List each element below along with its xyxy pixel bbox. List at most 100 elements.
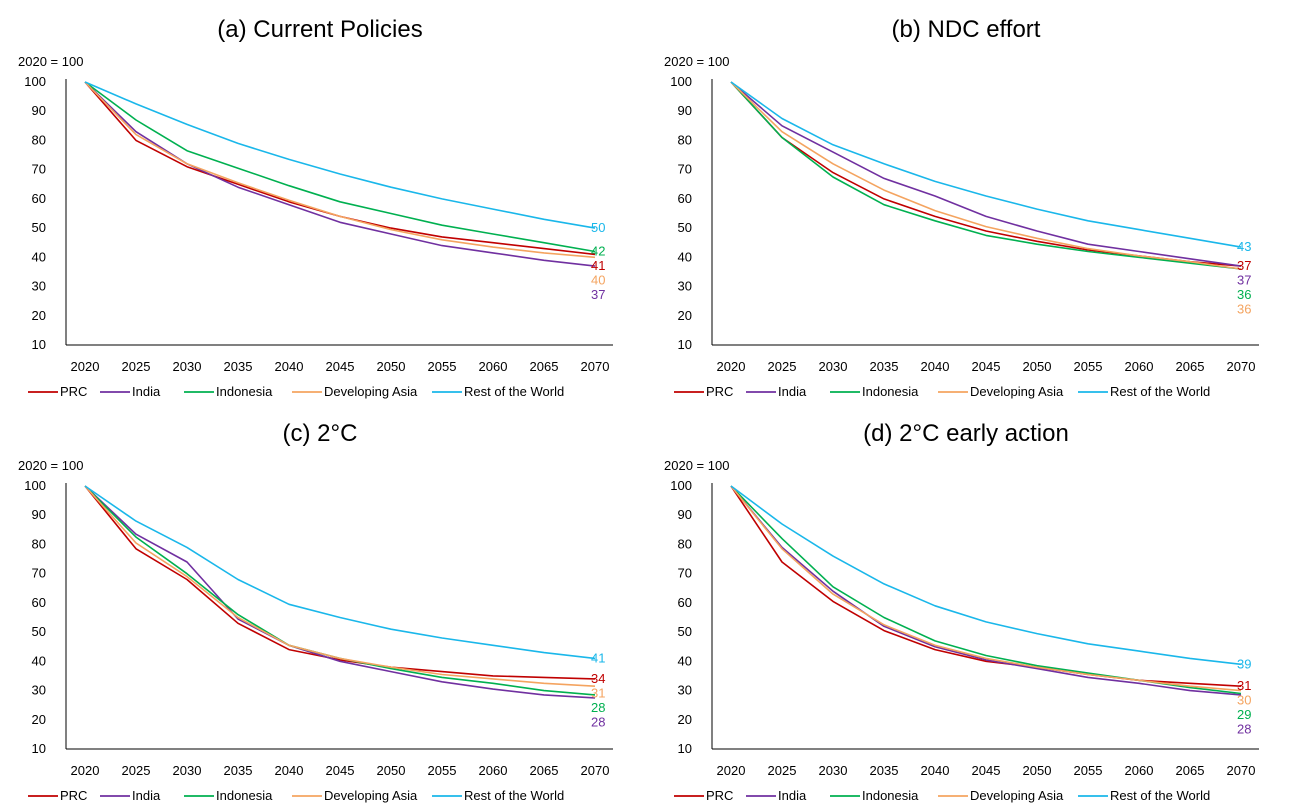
chart-a-y-tick-label: 50: [32, 220, 46, 235]
chart-c-y-tick-label: 10: [32, 741, 46, 756]
chart-c-end-label-rest-of-the-world: 41: [591, 650, 605, 665]
chart-a-end-label-rest-of-the-world: 50: [591, 220, 605, 235]
chart-a-y-tick-label: 100: [24, 74, 46, 89]
chart-c-y-tick-label: 80: [32, 536, 46, 551]
chart-b-x-tick-label: 2060: [1125, 359, 1154, 374]
chart-b-y-tick-label: 20: [678, 308, 692, 323]
chart-b-y-tick-label: 100: [670, 74, 692, 89]
chart-b-legend-label: India: [778, 384, 807, 399]
chart-a-series-rest-of-the-world-line: [84, 81, 596, 229]
chart-d-y-tick-label: 100: [670, 478, 692, 493]
chart-a-y-tick-label: 20: [32, 308, 46, 323]
chart-a-legend-label: PRC: [60, 384, 87, 399]
chart-a-x-tick-label: 2055: [428, 359, 457, 374]
chart-d-end-label-indonesia: 29: [1237, 707, 1251, 722]
chart-d-series-prc-line: [730, 485, 1242, 687]
chart-d-x-tick-label: 2040: [921, 763, 950, 778]
chart-c-x-tick-label: 2060: [479, 763, 508, 778]
chart-c-series-developing-asia-line: [84, 485, 596, 687]
chart-d-y-tick-label: 50: [678, 624, 692, 639]
chart-d-y-tick-label: 10: [678, 741, 692, 756]
chart-d-y-tick-label: 30: [678, 683, 692, 698]
chart-b-x-tick-label: 2020: [717, 359, 746, 374]
chart-d-y-tick-label: 70: [678, 566, 692, 581]
chart-d-series-india-line: [730, 485, 1242, 696]
chart-b-y-tick-label: 80: [678, 132, 692, 147]
chart-a-end-label-india: 37: [591, 287, 605, 302]
chart-a-legend-label: Rest of the World: [464, 384, 564, 399]
chart-d-x-tick-label: 2035: [870, 763, 899, 778]
chart-d-y-tick-label: 80: [678, 536, 692, 551]
chart-a-x-tick-label: 2065: [530, 359, 559, 374]
chart-c-x-tick-label: 2040: [275, 763, 304, 778]
chart-b-y-tick-label: 60: [678, 191, 692, 206]
chart-c-x-tick-label: 2065: [530, 763, 559, 778]
chart-d-series-indonesia-line: [730, 485, 1242, 695]
chart-b-series-developing-asia-line: [730, 81, 1242, 270]
chart-d-legend-label: Developing Asia: [970, 788, 1064, 803]
chart-c-x-tick-label: 2030: [173, 763, 202, 778]
chart-c-legend-label: India: [132, 788, 161, 803]
chart-a-title: (a) Current Policies: [217, 16, 422, 43]
chart-a-x-tick-label: 2060: [479, 359, 508, 374]
chart-b-end-label-rest-of-the-world: 43: [1237, 239, 1251, 254]
chart-b-legend-label: Indonesia: [862, 384, 919, 399]
chart-c-x-tick-label: 2055: [428, 763, 457, 778]
chart-a-series-indonesia-line: [84, 81, 596, 253]
chart-c-legend-label: Indonesia: [216, 788, 273, 803]
chart-a-end-label-developing-asia: 40: [591, 272, 605, 287]
chart-a-y-tick-label: 70: [32, 162, 46, 177]
chart-b-series-prc-line: [730, 81, 1242, 267]
chart-b-end-label-prc: 37: [1237, 258, 1251, 273]
chart-d-y-tick-label: 60: [678, 595, 692, 610]
chart-d-x-tick-label: 2070: [1227, 763, 1256, 778]
chart-a-x-tick-label: 2035: [224, 359, 253, 374]
chart-d-x-tick-label: 2055: [1074, 763, 1103, 778]
chart-c-x-tick-label: 2050: [377, 763, 406, 778]
chart-d-series-rest-of-the-world-line: [730, 485, 1242, 666]
chart-b-series-rest-of-the-world-line: [730, 81, 1242, 248]
chart-b-y-tick-label: 70: [678, 162, 692, 177]
chart-b-title: (b) NDC effort: [892, 16, 1041, 43]
chart-d-legend-label: India: [778, 788, 807, 803]
chart-b-x-tick-label: 2040: [921, 359, 950, 374]
chart-c-y-tick-label: 90: [32, 507, 46, 522]
chart-d-x-tick-label: 2025: [768, 763, 797, 778]
chart-a-y-tick-label: 60: [32, 191, 46, 206]
chart-c-legend-label: Developing Asia: [324, 788, 418, 803]
chart-a-series-prc-line: [84, 81, 596, 256]
chart-a-end-label-indonesia: 42: [591, 243, 605, 258]
chart-b-series-india-line: [730, 81, 1242, 267]
chart-d-x-tick-label: 2045: [972, 763, 1001, 778]
chart-c-series-prc-line: [84, 485, 596, 680]
chart-b-x-tick-label: 2050: [1023, 359, 1052, 374]
chart-a-unit-label: 2020 = 100: [18, 54, 83, 69]
chart-d-end-label-developing-asia: 30: [1237, 693, 1251, 708]
chart-a-legend-label: Developing Asia: [324, 384, 418, 399]
chart-b-x-tick-label: 2030: [819, 359, 848, 374]
chart-a-x-tick-label: 2025: [122, 359, 151, 374]
chart-a-x-tick-label: 2020: [71, 359, 100, 374]
chart-a-y-tick-label: 10: [32, 337, 46, 352]
chart-c-series-rest-of-the-world-line: [84, 485, 596, 660]
chart-b-y-tick-label: 50: [678, 220, 692, 235]
chart-b-y-tick-label: 30: [678, 279, 692, 294]
chart-a-y-tick-label: 90: [32, 103, 46, 118]
chart-d-title: (d) 2°C early action: [863, 420, 1069, 447]
chart-b-end-label-developing-asia: 36: [1237, 302, 1251, 317]
chart-b-y-tick-label: 10: [678, 337, 692, 352]
chart-b-legend-label: PRC: [706, 384, 733, 399]
chart-d-series-developing-asia-line: [730, 485, 1242, 692]
chart-panel-b: (b) NDC effort 2020 = 100 10 20 30 40 50 60 70 80…: [646, 0, 1286, 400]
chart-c-x-tick-label: 2070: [581, 763, 610, 778]
chart-a-y-tick-label: 40: [32, 249, 46, 264]
chart-c-title: (c) 2°C: [283, 420, 358, 447]
chart-c-x-tick-label: 2020: [71, 763, 100, 778]
chart-a-legend-label: India: [132, 384, 161, 399]
chart-panel-d: (d) 2°C early action 2020 = 100 10 20 30 40 50…: [646, 404, 1286, 804]
chart-a-series-developing-asia-line: [84, 81, 596, 259]
chart-d-x-tick-label: 2060: [1125, 763, 1154, 778]
chart-d-unit-label: 2020 = 100: [664, 458, 729, 473]
